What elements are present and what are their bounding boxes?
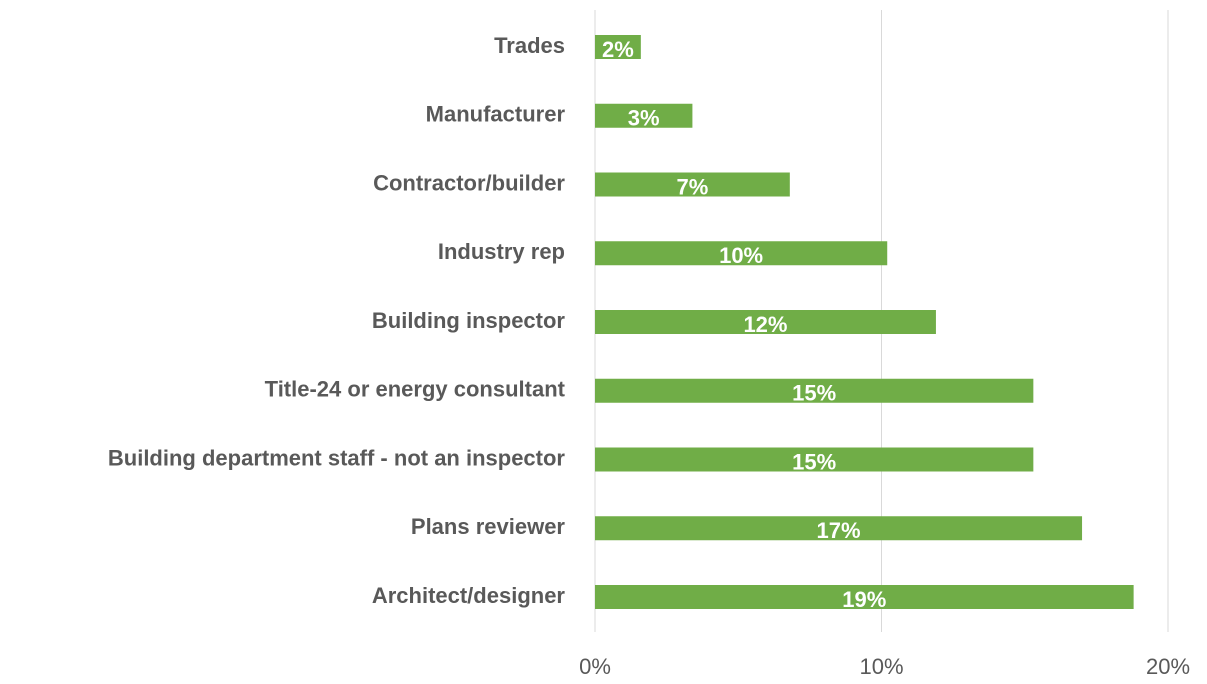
category-label: Plans reviewer xyxy=(411,514,566,539)
data-label: 17% xyxy=(817,518,861,543)
bar xyxy=(595,378,1034,403)
data-label: 12% xyxy=(743,312,787,337)
category-label: Contractor/builder xyxy=(373,170,565,195)
bar xyxy=(595,310,936,334)
data-label: 7% xyxy=(677,174,709,199)
data-label: 15% xyxy=(792,449,836,474)
category-label: Architect/designer xyxy=(372,583,566,608)
data-label: 15% xyxy=(792,381,836,406)
data-label: 10% xyxy=(719,243,763,268)
bar xyxy=(595,103,693,128)
x-tick-label: 20% xyxy=(1146,654,1190,679)
data-label: 3% xyxy=(628,106,660,131)
x-tick-label: 0% xyxy=(579,654,611,679)
category-label: Building inspector xyxy=(372,308,566,333)
data-label: 2% xyxy=(602,37,634,62)
bar xyxy=(595,585,1134,609)
bar xyxy=(595,241,888,266)
category-label: Title-24 or energy consultant xyxy=(265,377,566,402)
bar xyxy=(595,35,641,59)
bar xyxy=(595,172,790,197)
bar xyxy=(595,447,1034,472)
category-label: Industry rep xyxy=(438,239,565,264)
category-label: Building department staff - not an inspe… xyxy=(108,445,566,470)
data-label: 19% xyxy=(842,587,886,612)
category-label: Trades xyxy=(494,33,565,58)
category-label: Manufacturer xyxy=(426,102,566,127)
bar xyxy=(595,516,1083,541)
x-tick-label: 10% xyxy=(859,654,903,679)
